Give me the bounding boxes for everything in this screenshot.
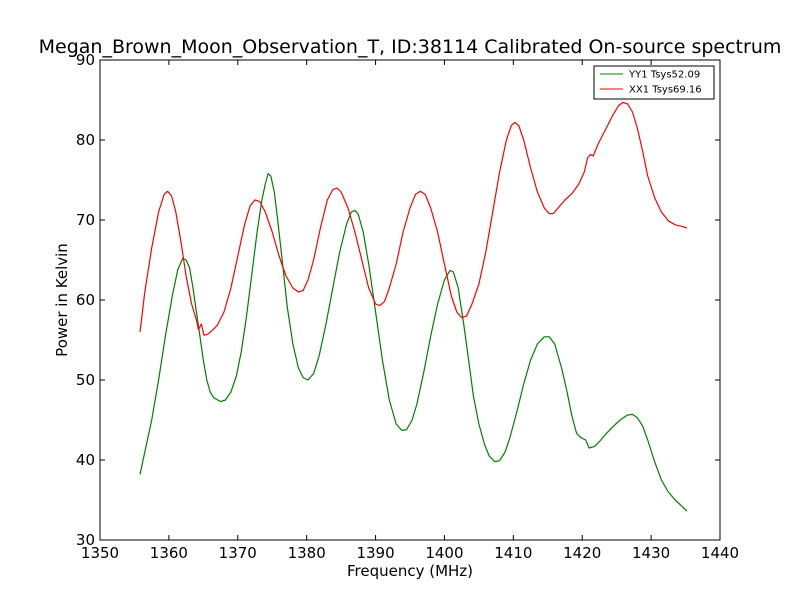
legend: YY1 Tsys52.09 XX1 Tsys69.16 xyxy=(593,65,715,100)
y-axis: 30 40 50 60 70 80 90 xyxy=(76,51,720,549)
legend-label-xx1: XX1 Tsys69.16 xyxy=(629,85,702,96)
y-tick-label: 50 xyxy=(76,371,95,389)
y-tick-label: 90 xyxy=(76,51,95,69)
x-axis: 1350 1360 1370 1380 1390 1400 1410 1420 1430 1440 xyxy=(81,60,739,562)
chart-title: Megan_Brown_Moon_Observation_T, ID:38114… xyxy=(39,36,782,58)
x-tick-label: 1400 xyxy=(425,544,463,562)
x-tick-label: 1360 xyxy=(150,544,188,562)
x-tick-label: 1380 xyxy=(288,544,326,562)
x-tick-label: 1410 xyxy=(494,544,532,562)
series-line-yy1 xyxy=(139,173,688,512)
plot-frame xyxy=(99,59,721,541)
x-tick-label: 1390 xyxy=(356,544,394,562)
legend-label-yy1: YY1 Tsys52.09 xyxy=(628,70,700,81)
y-tick-label: 30 xyxy=(76,531,95,549)
x-axis-label: Frequency (MHz) xyxy=(347,562,473,580)
y-tick-label: 70 xyxy=(76,211,95,229)
y-tick-label: 40 xyxy=(76,451,95,469)
x-tick-label: 1430 xyxy=(632,544,670,562)
legend-box xyxy=(593,65,715,100)
series-lines xyxy=(139,101,688,512)
x-tick-label: 1350 xyxy=(81,544,119,562)
x-tick-label: 1440 xyxy=(701,544,739,562)
x-tick-label: 1370 xyxy=(219,544,257,562)
y-axis-label: Power in Kelvin xyxy=(53,243,71,357)
series-line-xx1 xyxy=(139,101,688,336)
y-tick-label: 80 xyxy=(76,131,95,149)
y-tick-label: 60 xyxy=(76,291,95,309)
plot-area xyxy=(100,60,720,540)
x-tick-label: 1420 xyxy=(563,544,601,562)
